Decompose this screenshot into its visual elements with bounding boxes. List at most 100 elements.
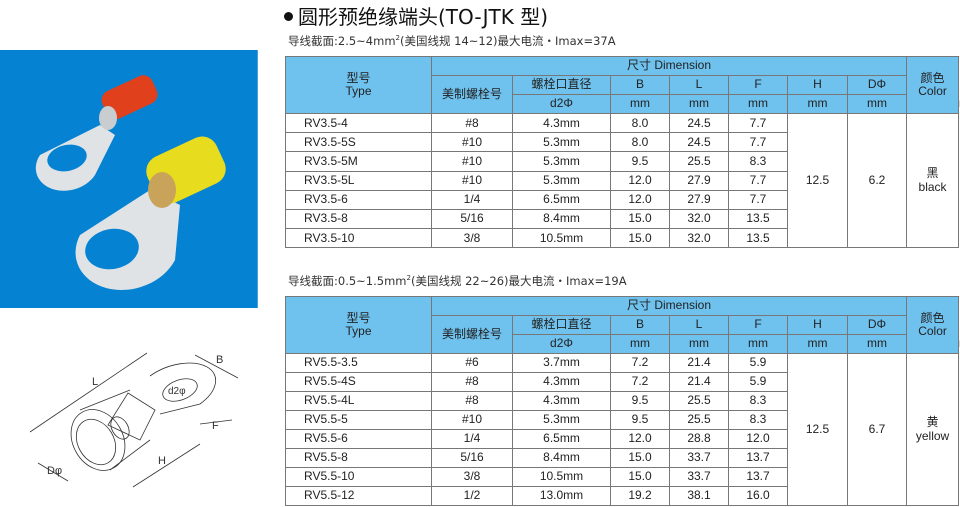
header-color: 颜色 Color xyxy=(906,296,960,354)
cell-color: 黑 black xyxy=(906,112,960,249)
table-cell: 16.0 xyxy=(728,486,788,506)
table-cell: 7.7 xyxy=(728,189,788,210)
label-F: F xyxy=(212,420,219,432)
cell-color: 黄 yellow xyxy=(906,353,960,506)
table-row: RV3.5-10 3/8 10.5mm 15.0 32.0 13.5 xyxy=(285,228,959,249)
table-row: RV5.5-5 #10 5.3mm 9.5 25.5 8.3 xyxy=(285,410,959,430)
cell-D: 6.7 xyxy=(846,353,908,506)
product-photo xyxy=(0,50,258,308)
table-row: RV5.5-3.5 #6 3.7mm 7.2 21.4 5.9 12.5 6.7 黄 yellow xyxy=(285,353,960,506)
table-cell: 7.7 xyxy=(728,132,788,153)
table-cell: #10 xyxy=(431,410,513,430)
table1-subtitle: 导线截面:2.5~4mm2(美国线规 14~12)最大电流・Imax=37A xyxy=(288,34,616,48)
table-cell: 27.9 xyxy=(669,170,729,191)
table-cell: 6.5mm xyxy=(512,189,611,210)
table-cell: 9.5 xyxy=(610,410,670,430)
table-cell: 15.0 xyxy=(610,448,670,468)
bullet-icon xyxy=(284,12,293,21)
header-H: H xyxy=(787,75,848,95)
header-color: 颜色 Color xyxy=(906,56,960,114)
table-cell: RV5.5-6 xyxy=(285,429,432,449)
table2-subtitle: 导线截面:0.5~1.5mm2(美国线规 22~26)最大电流・Imax=19A xyxy=(288,274,627,288)
table-cell: 27.9 xyxy=(669,189,729,210)
header-unit: mm xyxy=(787,334,848,354)
table-cell: RV3.5-10 xyxy=(285,228,432,249)
table-cell: 32.0 xyxy=(669,208,729,230)
table-cell: 25.5 xyxy=(669,410,729,430)
table-cell: 19.2 xyxy=(610,486,670,506)
table-row: RV5.5-10 3/8 10.5mm 15.0 33.7 13.7 xyxy=(285,467,959,487)
header-unit: mm xyxy=(669,334,729,354)
table-cell: RV5.5-3.5 xyxy=(285,353,432,373)
table-cell: 33.7 xyxy=(669,448,729,468)
table-cell: 15.0 xyxy=(610,228,670,249)
table-cell: 13.0mm xyxy=(512,486,611,506)
label-L: L xyxy=(92,376,98,388)
header-unit: mm xyxy=(846,94,908,114)
table-cell: RV3.5-5S xyxy=(285,132,432,153)
table-cell: 9.5 xyxy=(610,391,670,411)
header-screw-dia: 螺栓口直径 xyxy=(512,315,611,335)
table-cell: 38.1 xyxy=(669,486,729,506)
header-D: DΦ xyxy=(846,315,908,335)
table-cell: 6.5mm xyxy=(512,429,611,449)
table-cell: 1/4 xyxy=(431,189,513,210)
header-unit: mm xyxy=(610,334,670,354)
spec-table-rv3.5: 型号 Type 尺寸 Dimension 颜色 Color 美制螺栓号 螺栓口直径 … xyxy=(285,56,960,249)
table-row: RV5.5-12 1/2 13.0mm 19.2 38.1 16.0 xyxy=(285,486,959,506)
header-B: B xyxy=(610,315,670,335)
header-unit: mm xyxy=(610,94,670,114)
table-row: RV5.5-8 5/16 8.4mm 15.0 33.7 13.7 xyxy=(285,448,959,468)
table-cell: 10.5mm xyxy=(512,228,611,249)
table-cell: 15.0 xyxy=(610,208,670,230)
table-cell: RV3.5-5M xyxy=(285,151,432,172)
table-cell: 7.7 xyxy=(728,112,788,134)
spec-table-rv5.5: 型号 Type 尺寸 Dimension 颜色 Color 美制螺栓号 螺栓口直径 … xyxy=(285,296,960,506)
table-cell: 5/16 xyxy=(431,448,513,468)
table-cell: 12.0 xyxy=(610,429,670,449)
table-cell: 13.7 xyxy=(728,467,788,487)
table-cell: #8 xyxy=(431,112,513,134)
table-cell: #6 xyxy=(431,353,513,373)
table-cell: 28.8 xyxy=(669,429,729,449)
table-cell: 8.4mm xyxy=(512,208,611,230)
table-cell: RV5.5-4S xyxy=(285,372,432,392)
header-unit: mm xyxy=(669,94,729,114)
header-unit: mm xyxy=(728,94,788,114)
table-cell: 9.5 xyxy=(610,151,670,172)
table-cell: #10 xyxy=(431,132,513,153)
yellow-ring-terminal xyxy=(75,136,226,290)
table-cell: 21.4 xyxy=(669,372,729,392)
table-cell: 33.7 xyxy=(669,467,729,487)
table-cell: RV5.5-12 xyxy=(285,486,432,506)
table-cell: 24.5 xyxy=(669,112,729,134)
table-cell: 25.5 xyxy=(669,151,729,172)
table-cell: 5.9 xyxy=(728,372,788,392)
label-H: H xyxy=(158,455,166,467)
table-cell: 4.3mm xyxy=(512,112,611,134)
header-dimension: 尺寸 Dimension xyxy=(430,296,908,316)
table-cell: #10 xyxy=(431,151,513,172)
table-cell: 15.0 xyxy=(610,467,670,487)
header-type: 型号 Type xyxy=(285,56,432,114)
table-cell: 7.2 xyxy=(610,353,670,373)
table-cell: 5.3mm xyxy=(512,132,611,153)
table-cell: RV3.5-6 xyxy=(285,189,432,210)
table-row: RV3.5-8 5/16 8.4mm 15.0 32.0 13.5 xyxy=(285,208,959,230)
table-cell: 3.7mm xyxy=(512,353,611,373)
table-cell: 4.3mm xyxy=(512,372,611,392)
table-cell: 13.7 xyxy=(728,448,788,468)
table-row: RV3.5-4 #8 4.3mm 8.0 24.5 7.7 12.5 6.2 黑 black xyxy=(285,112,960,249)
table-cell: 5.9 xyxy=(728,353,788,373)
table-cell: 13.5 xyxy=(728,228,788,249)
label-D: Dφ xyxy=(47,465,62,477)
table-cell: 8.0 xyxy=(610,112,670,134)
table-cell: 10.5mm xyxy=(512,467,611,487)
header-us-screw: 美制螺栓号 xyxy=(431,75,513,114)
table-cell: 1/4 xyxy=(431,429,513,449)
table-cell: 12.0 xyxy=(610,189,670,210)
table-cell: 8.3 xyxy=(728,151,788,172)
cell-D: 6.2 xyxy=(846,112,908,249)
table-cell: #8 xyxy=(431,372,513,392)
table-cell: 12.0 xyxy=(728,429,788,449)
